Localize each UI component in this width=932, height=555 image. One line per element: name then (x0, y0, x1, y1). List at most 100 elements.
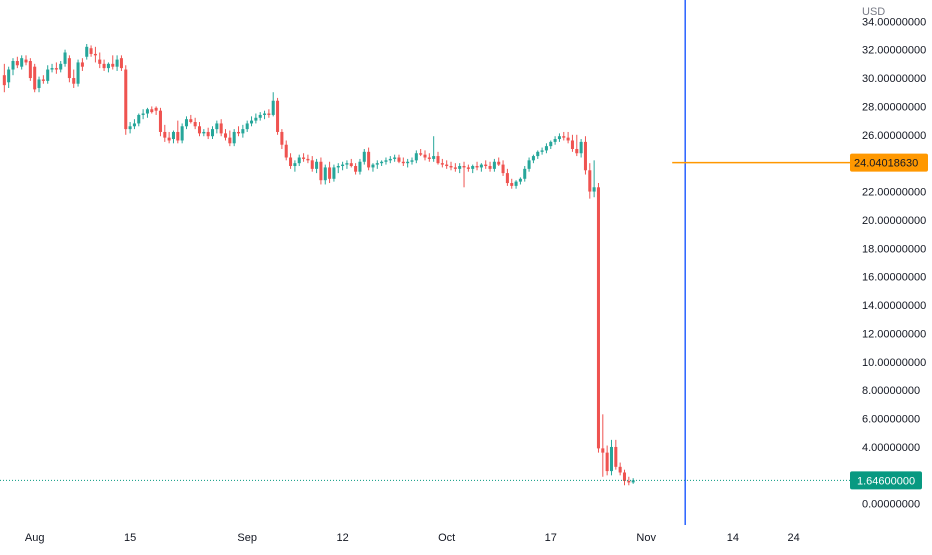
candle-body (566, 137, 570, 141)
candle (306, 154, 310, 164)
candle (388, 156, 392, 164)
currency-label: USD (862, 6, 885, 18)
candle (371, 163, 375, 172)
x-tick-label: Aug (25, 532, 45, 544)
candle-body (622, 472, 627, 482)
candle-body (302, 157, 306, 159)
candle-body (536, 151, 540, 157)
x-tick-label: 15 (124, 532, 136, 544)
candle (111, 55, 115, 70)
candle (492, 158, 496, 172)
candle (280, 129, 284, 149)
candle (618, 462, 622, 476)
candle-body (276, 100, 280, 132)
candle-body (15, 61, 19, 66)
candle-body (128, 126, 132, 130)
candle-body (24, 59, 28, 63)
candle-body (250, 120, 254, 124)
y-tick-label: 10.00000000 (862, 357, 926, 369)
time-axis[interactable]: Aug 15 Sep 12 Oct 17 Nov 14 24 (25, 532, 800, 544)
candle-body (436, 156, 440, 164)
candle (605, 445, 609, 476)
candle (514, 180, 518, 189)
x-tick-label: Sep (237, 532, 257, 544)
candle-body (67, 58, 71, 79)
candle (315, 158, 319, 174)
candle-body (458, 166, 462, 169)
candle-body (28, 61, 32, 79)
candle (436, 151, 440, 165)
candle-body (375, 163, 379, 165)
candle-body (397, 157, 401, 162)
candle-body (11, 61, 15, 70)
candle-body (20, 58, 24, 67)
candle-body (206, 131, 210, 137)
candle-body (575, 148, 579, 154)
y-tick-label: 34.00000000 (862, 16, 926, 28)
candle-body (410, 160, 414, 162)
candle (527, 157, 531, 172)
y-tick-label: 8.00000000 (862, 385, 920, 397)
candle (414, 150, 418, 164)
candle-body (614, 446, 618, 467)
candle-body (46, 69, 50, 81)
candle-body (210, 129, 215, 137)
candle-body (193, 122, 197, 127)
last-price-tag: 1.64600000 (850, 471, 922, 490)
candle-body (37, 79, 41, 88)
candle-body (488, 166, 492, 169)
candle (115, 55, 119, 71)
candle (15, 56, 19, 69)
candle-body (419, 153, 423, 155)
candle (462, 161, 466, 188)
candle-body (631, 480, 635, 483)
candle (466, 164, 470, 172)
candle-body (115, 59, 119, 67)
y-tick-label: 20.00000000 (862, 215, 926, 227)
candle (11, 58, 15, 76)
candle (80, 58, 84, 71)
candle (184, 116, 188, 130)
candle (145, 107, 149, 118)
y-tick-label: 30.00000000 (862, 73, 926, 85)
candle-body (497, 161, 501, 165)
candle-body (267, 113, 271, 115)
candle (540, 147, 544, 155)
candle (284, 140, 288, 161)
candle (206, 127, 210, 140)
candle (293, 160, 297, 172)
candle-body (237, 131, 241, 134)
candle-body (596, 187, 600, 449)
candle (267, 109, 271, 118)
candle-body (223, 133, 228, 138)
candle-body (328, 167, 332, 179)
candle (250, 116, 254, 127)
candle-body (505, 173, 509, 184)
candle (276, 97, 280, 135)
candle (345, 160, 349, 169)
candle-body (263, 113, 267, 115)
candle (510, 178, 514, 189)
candle (362, 148, 366, 165)
candle (137, 113, 141, 127)
candle (180, 123, 184, 144)
candle-body (562, 136, 566, 138)
candle-body (609, 446, 613, 472)
x-tick-label: 17 (545, 532, 557, 544)
candle-body (358, 161, 362, 172)
candle-body (119, 58, 123, 69)
candle (33, 63, 37, 93)
candle-body (423, 154, 427, 158)
candle (245, 120, 249, 132)
candle-body (59, 63, 63, 70)
candle (566, 131, 570, 144)
candle (128, 122, 132, 134)
candle (432, 136, 436, 162)
candle (189, 114, 193, 124)
candle (223, 129, 228, 141)
candle (124, 65, 128, 135)
candle (475, 161, 479, 171)
